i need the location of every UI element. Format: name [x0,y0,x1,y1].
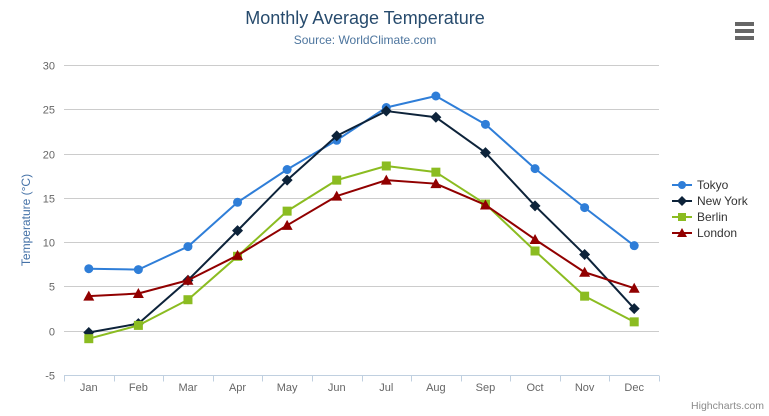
marker-new-york[interactable] [232,225,244,237]
marker-berlin[interactable] [431,167,441,177]
marker-new-york[interactable] [628,303,640,315]
hamburger-icon [734,22,755,40]
marker-london[interactable] [331,190,343,201]
marker-tokyo[interactable] [530,164,540,174]
marker-new-york[interactable] [430,111,442,123]
marker-new-york[interactable] [579,249,591,261]
marker-tokyo[interactable] [84,264,94,274]
marker-london[interactable] [232,249,244,260]
marker-london[interactable] [281,219,293,230]
marker-new-york[interactable] [281,174,293,186]
marker-london[interactable] [529,233,541,244]
series-line-london [87,179,636,298]
marker-berlin[interactable] [629,317,639,327]
marker-new-york[interactable] [529,200,541,212]
x-axis-label: May [277,382,298,394]
legend-label: Berlin [697,210,728,224]
y-axis-label: 10 [43,238,55,250]
x-axis-label: Jan [80,382,98,394]
series-line-new-york [87,110,636,334]
marker-london[interactable] [83,290,95,301]
legend-item-berlin[interactable]: Berlin [672,209,748,225]
triangle-icon [672,228,692,237]
legend-label: Tokyo [697,178,729,192]
x-axis-label: Jun [328,382,346,394]
marker-tokyo[interactable] [480,119,490,129]
x-axis-label: Mar [178,382,197,394]
square-icon [672,213,692,221]
x-axis-label: Sep [476,382,496,394]
marker-london[interactable] [182,274,194,285]
marker-tokyo[interactable] [133,265,143,275]
marker-tokyo[interactable] [629,241,639,251]
y-axis-label: -5 [45,371,55,383]
marker-tokyo[interactable] [183,242,193,252]
y-axis-label: 15 [43,194,55,206]
x-axis-label: Feb [129,382,148,394]
y-axis-label: 25 [43,105,55,117]
y-axis-label: 30 [43,61,55,73]
marker-berlin[interactable] [133,320,143,330]
marker-berlin[interactable] [282,206,292,216]
y-axis-label: 0 [49,327,55,339]
x-axis-label: Oct [526,382,543,394]
x-axis-label: Jul [379,382,393,394]
y-axis-label: 20 [43,150,55,162]
marker-london[interactable] [479,199,491,210]
legend-item-new-york[interactable]: New York [672,193,748,209]
marker-new-york[interactable] [380,105,392,117]
legend-label: London [697,226,738,240]
marker-new-york[interactable] [479,147,491,159]
x-axis-label: Nov [575,382,595,394]
legend-item-london[interactable]: London [672,225,748,241]
diamond-icon [672,196,692,206]
marker-tokyo[interactable] [282,165,292,175]
marker-berlin[interactable] [332,175,342,185]
marker-new-york[interactable] [331,130,343,142]
series-line-berlin [87,164,636,340]
series-line-tokyo [87,95,636,271]
marker-berlin[interactable] [530,246,540,256]
marker-london[interactable] [132,288,144,299]
marker-tokyo[interactable] [580,203,590,213]
y-axis-label: 5 [49,282,55,294]
legend-item-tokyo[interactable]: Tokyo [672,177,748,193]
marker-berlin[interactable] [183,295,193,305]
x-axis-label: Aug [426,382,446,394]
marker-berlin[interactable] [580,291,590,301]
legend: Tokyo New York Berlin London [672,177,748,241]
credits-link[interactable]: Highcharts.com [691,400,764,412]
y-axis-title: Temperature (°C) [19,174,33,266]
export-menu-button[interactable] [732,20,757,42]
x-axis-label: Apr [229,382,246,394]
marker-berlin[interactable] [84,334,94,344]
chart-subtitle: Source: WorldClimate.com [293,33,437,47]
marker-tokyo[interactable] [233,197,243,207]
x-axis-label: Dec [624,382,644,394]
marker-london[interactable] [430,178,442,189]
circle-icon [672,181,692,189]
marker-london[interactable] [579,266,591,277]
legend-label: New York [697,194,748,208]
marker-london[interactable] [380,174,392,185]
marker-london[interactable] [628,282,640,293]
chart-title: Monthly Average Temperature [245,8,485,28]
marker-tokyo[interactable] [431,91,441,101]
marker-berlin[interactable] [381,161,391,171]
